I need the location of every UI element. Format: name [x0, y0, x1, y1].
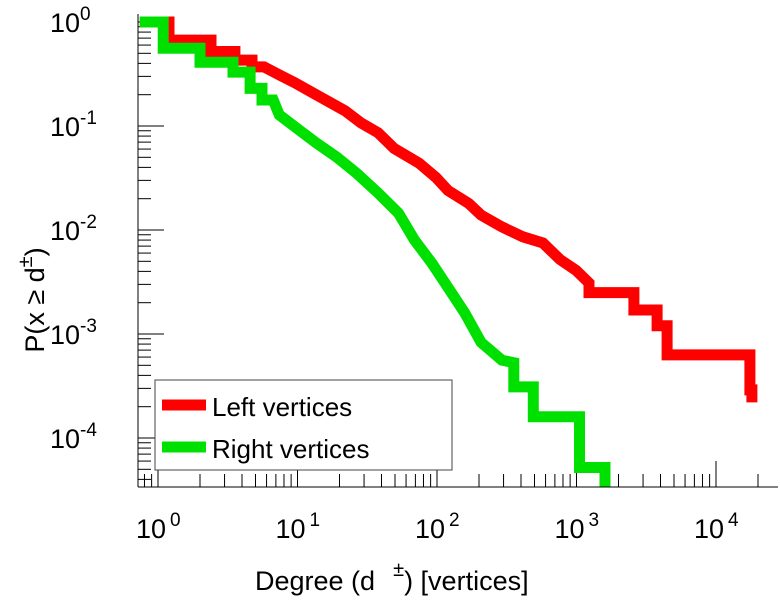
- x-axis-label-suffix: ) [vertices]: [404, 566, 529, 596]
- x-tick-label: 10 1: [276, 510, 321, 544]
- y-tick-base: 10: [50, 216, 80, 246]
- series-line-right-vertices: [139, 16, 611, 487]
- y-axis-label: P(x ≥ d±): [15, 247, 50, 352]
- x-tick-label: 10 3: [555, 510, 600, 544]
- y-tick-base: 10: [50, 8, 80, 38]
- x-axis-label: Degree (d ±) [vertices]: [255, 559, 529, 596]
- series-line-left-vertices: [139, 16, 758, 403]
- y-tick-base: 10: [50, 424, 80, 454]
- y-tick-label: 100: [50, 4, 91, 38]
- legend-box: [154, 379, 453, 471]
- x-tick-exp: 1: [310, 510, 321, 531]
- x-tick-label: 10 2: [415, 510, 460, 544]
- y-tick-base: 10: [50, 320, 80, 350]
- y-tick-exp: -2: [80, 212, 97, 233]
- series-layer: [139, 16, 758, 487]
- y-tick-exp: -4: [80, 420, 97, 441]
- x-tick-exp: 2: [449, 510, 460, 531]
- x-tick-label: 10 0: [136, 510, 181, 544]
- y-tick-exp: 0: [80, 4, 91, 25]
- y-axis-label-main: P(x ≥ d: [20, 267, 50, 352]
- y-tick-label: 10-3: [50, 316, 97, 350]
- y-tick-exp: -1: [80, 108, 97, 129]
- x-tick-base: 10: [694, 514, 724, 544]
- y-tick-label: 10-2: [50, 212, 97, 246]
- legend-label-left: Left vertices: [212, 392, 352, 422]
- x-tick-base: 10: [276, 514, 306, 544]
- x-tick-base: 10: [136, 514, 166, 544]
- y-tick-base: 10: [50, 112, 80, 142]
- y-axis-label-suffix: ): [20, 247, 50, 256]
- x-axis-label-sup: ±: [393, 559, 404, 581]
- x-tick-base: 10: [555, 514, 585, 544]
- y-tick-label: 10-1: [50, 108, 97, 142]
- x-tick-exp: 0: [170, 510, 181, 531]
- legend-label-right: Right vertices: [212, 434, 370, 464]
- y-axis-label-sup: ±: [15, 256, 37, 267]
- x-axis-label-main: Degree (d: [255, 566, 375, 596]
- x-tick-label: 10 4: [694, 510, 739, 544]
- x-tick-exp: 4: [728, 510, 739, 531]
- legend: Left vertices Right vertices: [154, 379, 453, 471]
- axis-ticks: [138, 21, 759, 487]
- y-tick-exp: -3: [80, 316, 97, 337]
- y-tick-label: 10-4: [50, 420, 97, 454]
- x-tick-base: 10: [415, 514, 445, 544]
- x-tick-exp: 3: [589, 510, 600, 531]
